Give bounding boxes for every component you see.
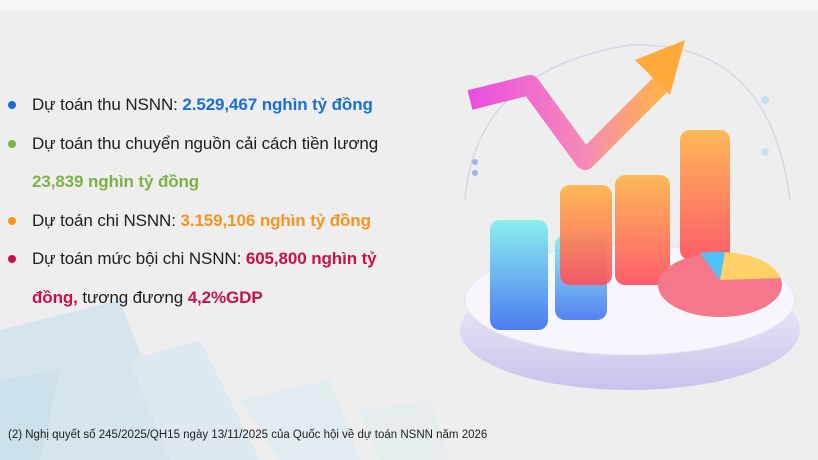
bar <box>680 130 730 260</box>
item-label: Dự toán chi NSNN: <box>32 210 181 230</box>
chart-illustration <box>460 40 800 390</box>
item-value-cont: đồng, <box>32 287 78 307</box>
item-mid: tương đương <box>77 287 188 307</box>
item-value: 2.529,467 nghìn tỷ đồng <box>182 95 373 114</box>
trend-arrow <box>467 75 668 170</box>
list-item-salary-reform: Dự toán thu chuyển nguồn cải cách tiền l… <box>8 125 428 202</box>
item-value: 3.159,106 nghìn tỷ đồng <box>180 210 371 230</box>
bullet-icon <box>8 216 16 225</box>
list-item-expenditure: Dự toán chi NSNN: 3.159,106 nghìn tỷ đồn… <box>8 202 428 241</box>
item-label: Dự toán mức bội chi NSNN: <box>32 249 246 268</box>
bullet-icon <box>8 139 16 148</box>
budget-list: Dự toán thu NSNN: 2.529,467 nghìn tỷ đồn… <box>8 86 428 317</box>
footnote: (2) Nghị quyết số 245/2025/QH15 ngày 13/… <box>8 429 488 441</box>
item-value: 605,800 nghìn tỷ <box>245 249 377 268</box>
bar <box>560 185 612 285</box>
item-value: 23,839 nghìn tỷ đồng <box>32 172 200 191</box>
list-item-deficit: Dự toán mức bội chi NSNN: 605,800 nghìn … <box>8 240 428 317</box>
bullet-icon <box>8 101 16 109</box>
top-strip <box>0 0 818 11</box>
item-label: Dự toán thu chuyển nguồn cải cách tiền l… <box>32 133 379 153</box>
bar <box>490 220 548 330</box>
bar <box>615 175 670 285</box>
item-label: Dự toán thu NSNN: <box>32 95 183 114</box>
item-gdp: 4,2%GDP <box>187 287 263 307</box>
list-item-revenue: Dự toán thu NSNN: 2.529,467 nghìn tỷ đồn… <box>8 86 428 125</box>
bullet-icon <box>8 255 16 263</box>
